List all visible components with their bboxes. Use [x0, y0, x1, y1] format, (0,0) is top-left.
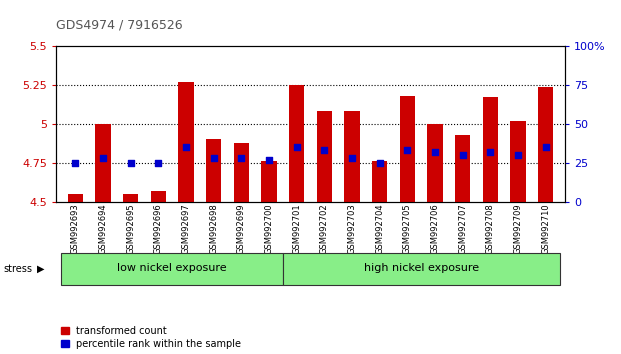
Bar	[233, 143, 249, 202]
Bar	[289, 85, 304, 202]
Point	[347, 155, 357, 161]
Text: GDS4974 / 7916526: GDS4974 / 7916526	[56, 19, 183, 32]
Bar	[483, 97, 498, 202]
Text: ▶: ▶	[37, 264, 45, 274]
FancyBboxPatch shape	[61, 253, 283, 285]
Point	[70, 160, 80, 166]
Point	[430, 149, 440, 155]
Point	[264, 157, 274, 162]
Legend: transformed count, percentile rank within the sample: transformed count, percentile rank withi…	[61, 326, 242, 349]
Point	[402, 148, 412, 153]
Point	[374, 160, 384, 166]
Point	[237, 155, 247, 161]
Bar	[455, 135, 470, 202]
Text: low nickel exposure: low nickel exposure	[117, 263, 227, 273]
Bar	[317, 112, 332, 202]
Point	[98, 155, 108, 161]
Point	[209, 155, 219, 161]
Bar	[345, 112, 360, 202]
Point	[153, 160, 163, 166]
Bar	[372, 161, 388, 202]
Point	[541, 144, 551, 150]
Point	[125, 160, 135, 166]
Text: high nickel exposure: high nickel exposure	[364, 263, 479, 273]
FancyBboxPatch shape	[283, 253, 560, 285]
Bar	[178, 82, 194, 202]
Bar	[123, 194, 138, 202]
Point	[486, 149, 496, 155]
Text: stress: stress	[3, 264, 32, 274]
Point	[319, 148, 329, 153]
Bar	[510, 121, 525, 202]
Point	[292, 144, 302, 150]
Bar	[538, 86, 553, 202]
Bar	[151, 191, 166, 202]
Point	[181, 144, 191, 150]
Point	[458, 152, 468, 158]
Point	[513, 152, 523, 158]
Bar	[400, 96, 415, 202]
Bar	[96, 124, 111, 202]
Bar	[261, 161, 276, 202]
Bar	[206, 139, 221, 202]
Bar	[68, 194, 83, 202]
Bar	[427, 124, 443, 202]
